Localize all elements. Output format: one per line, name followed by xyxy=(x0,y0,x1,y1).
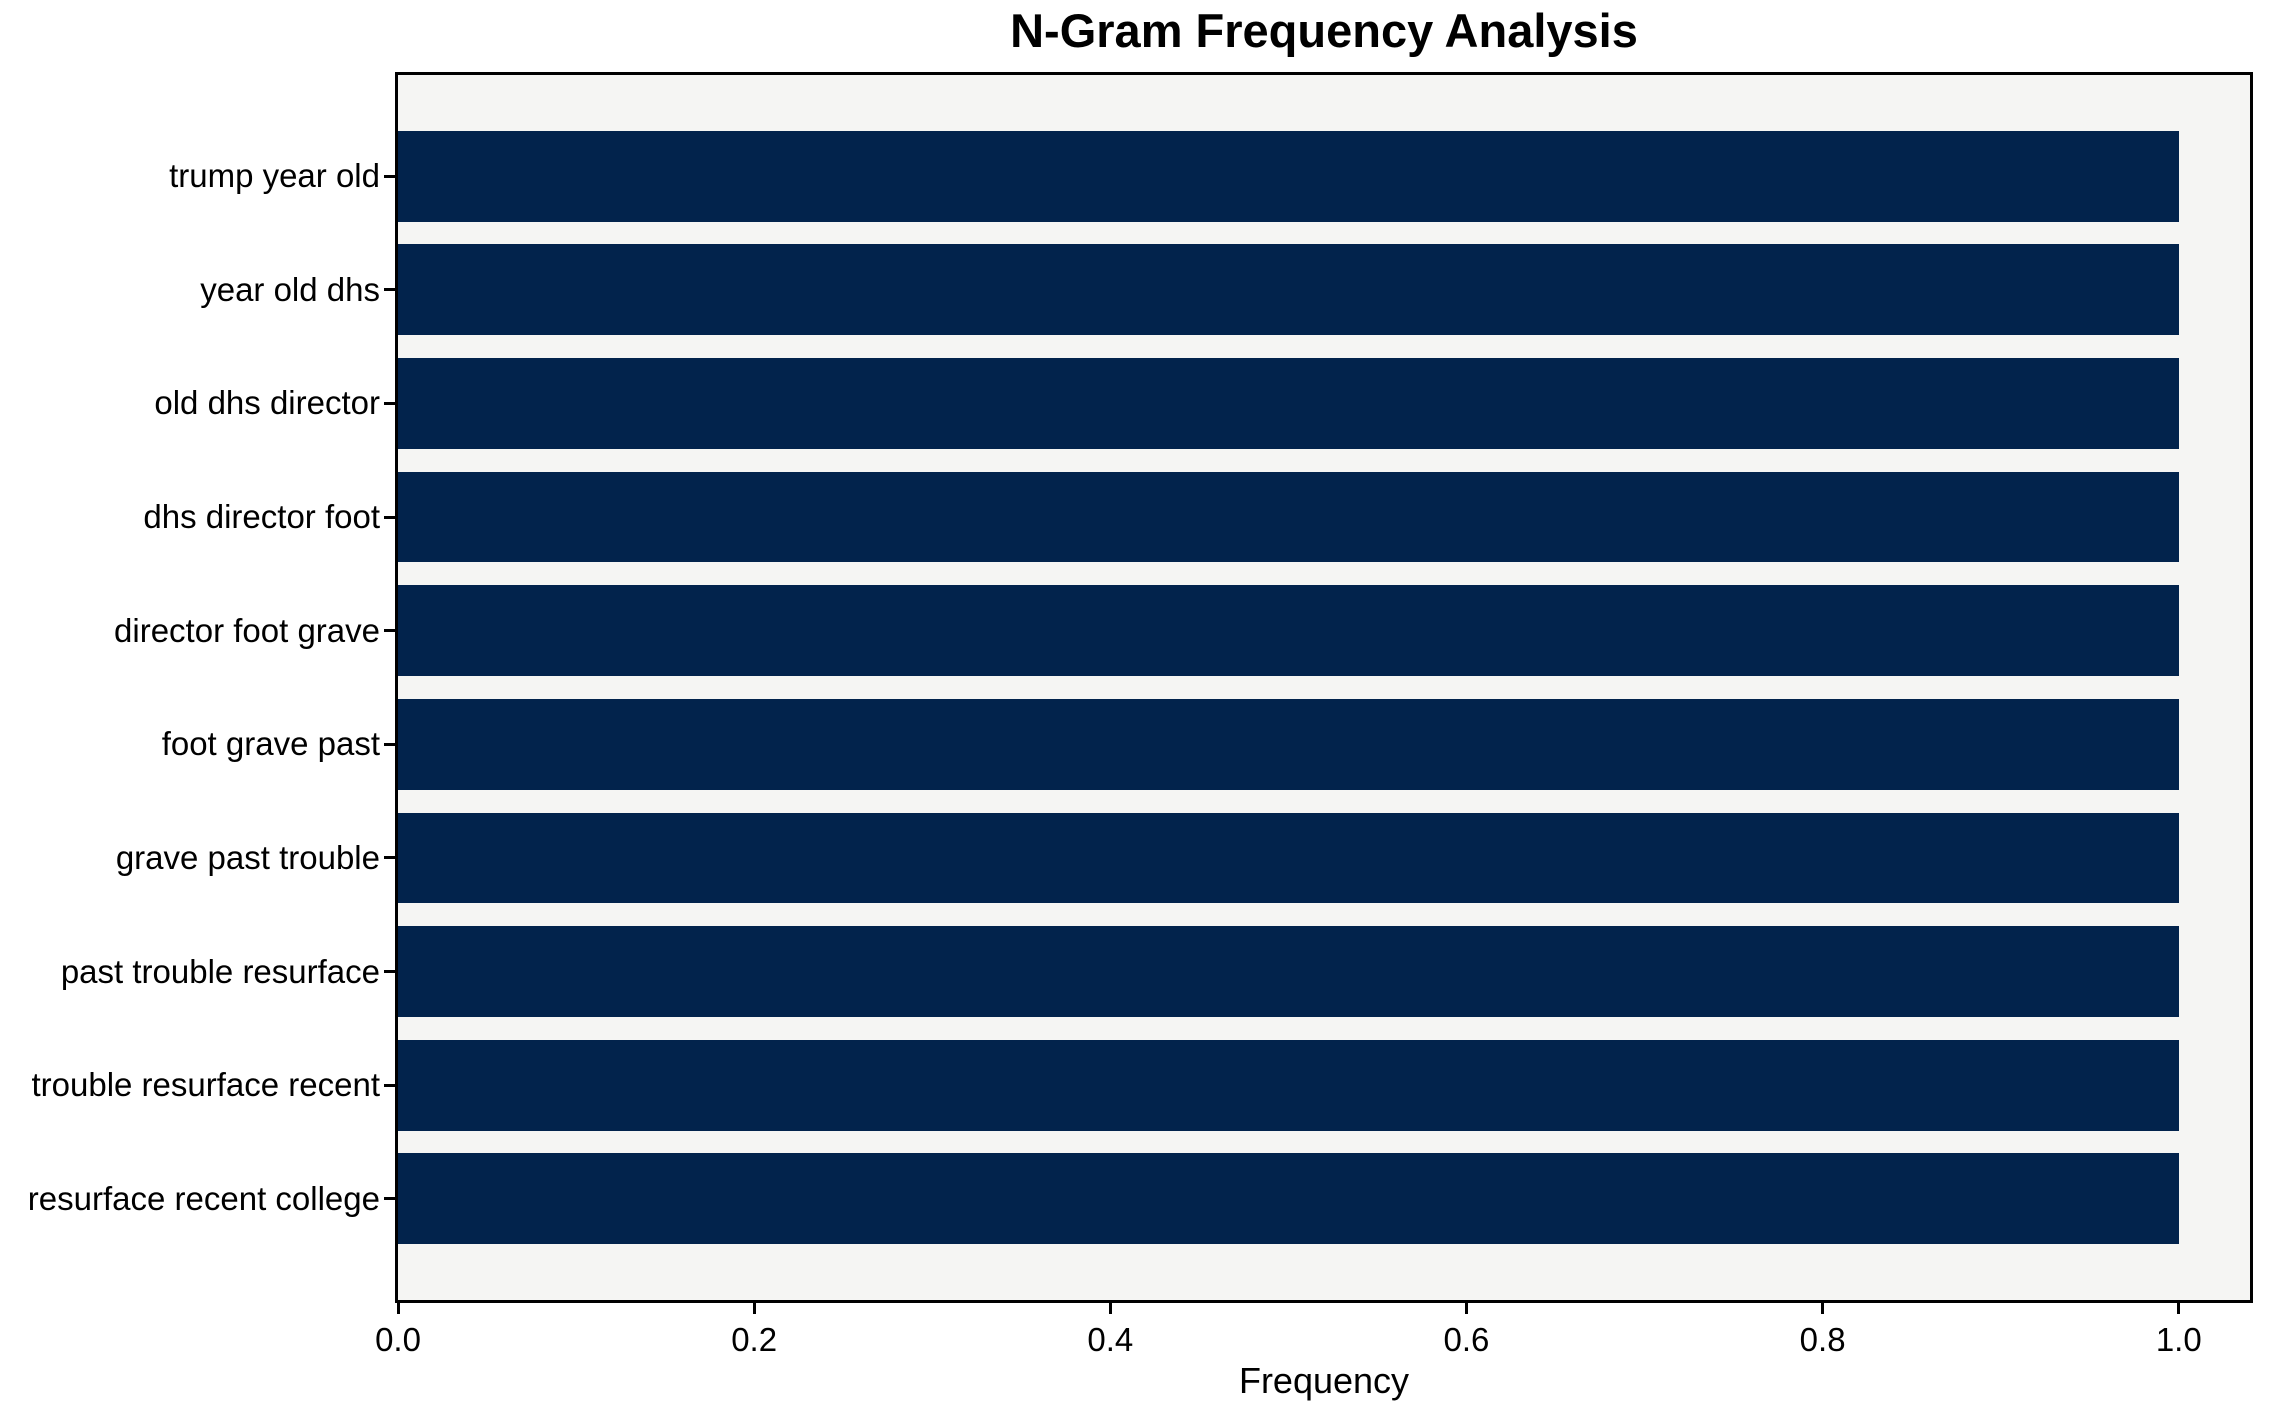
chart-title: N-Gram Frequency Analysis xyxy=(1010,4,1638,57)
y-tick-label: resurface recent college xyxy=(27,1179,380,1217)
bar xyxy=(398,926,2179,1018)
x-axis-label: Frequency xyxy=(1238,1360,1410,1401)
bar xyxy=(398,812,2179,904)
x-tick-label: 0.6 xyxy=(1443,1321,1490,1358)
x-tick-label: 0.4 xyxy=(1087,1321,1134,1358)
y-tick-label: trouble resurface recent xyxy=(31,1066,380,1104)
y-tick-mark xyxy=(384,629,395,633)
y-tick-mark xyxy=(384,288,395,292)
y-tick-label: year old dhs xyxy=(200,270,380,308)
bar xyxy=(398,585,2179,677)
y-tick-mark xyxy=(384,401,395,405)
bar xyxy=(398,1039,2179,1131)
y-tick-label: director foot grave xyxy=(114,611,380,649)
y-tick-label: grave past trouble xyxy=(115,838,380,876)
bar xyxy=(398,698,2179,790)
y-tick-mark xyxy=(384,856,395,860)
bar xyxy=(398,130,2179,222)
x-tick-mark xyxy=(1464,1303,1468,1314)
x-tick-mark xyxy=(1821,1303,1825,1314)
y-tick-label: trump year old xyxy=(169,157,380,195)
bar xyxy=(398,471,2179,563)
x-tick-label: 1.0 xyxy=(2155,1321,2202,1358)
y-tick-label: past trouble resurface xyxy=(60,952,380,990)
x-tick-mark xyxy=(396,1303,400,1314)
plot-area xyxy=(395,72,2253,1303)
x-tick-mark xyxy=(2177,1303,2181,1314)
x-tick-label: 0.0 xyxy=(375,1321,421,1358)
y-tick-label: old dhs director xyxy=(154,384,380,422)
y-tick-mark xyxy=(384,1197,395,1201)
y-tick-mark xyxy=(384,742,395,746)
bar xyxy=(398,1153,2179,1245)
x-tick-label: 0.2 xyxy=(731,1321,778,1358)
y-tick-mark xyxy=(384,970,395,974)
x-tick-mark xyxy=(752,1303,756,1314)
bar xyxy=(398,357,2179,449)
y-tick-mark xyxy=(384,515,395,519)
y-tick-mark xyxy=(384,1083,395,1087)
y-tick-label: foot grave past xyxy=(161,725,380,763)
y-tick-mark xyxy=(384,174,395,178)
y-tick-label: dhs director foot xyxy=(143,498,380,536)
x-tick-mark xyxy=(1108,1303,1112,1314)
x-tick-label: 0.8 xyxy=(1799,1321,1846,1358)
bar xyxy=(398,244,2179,336)
